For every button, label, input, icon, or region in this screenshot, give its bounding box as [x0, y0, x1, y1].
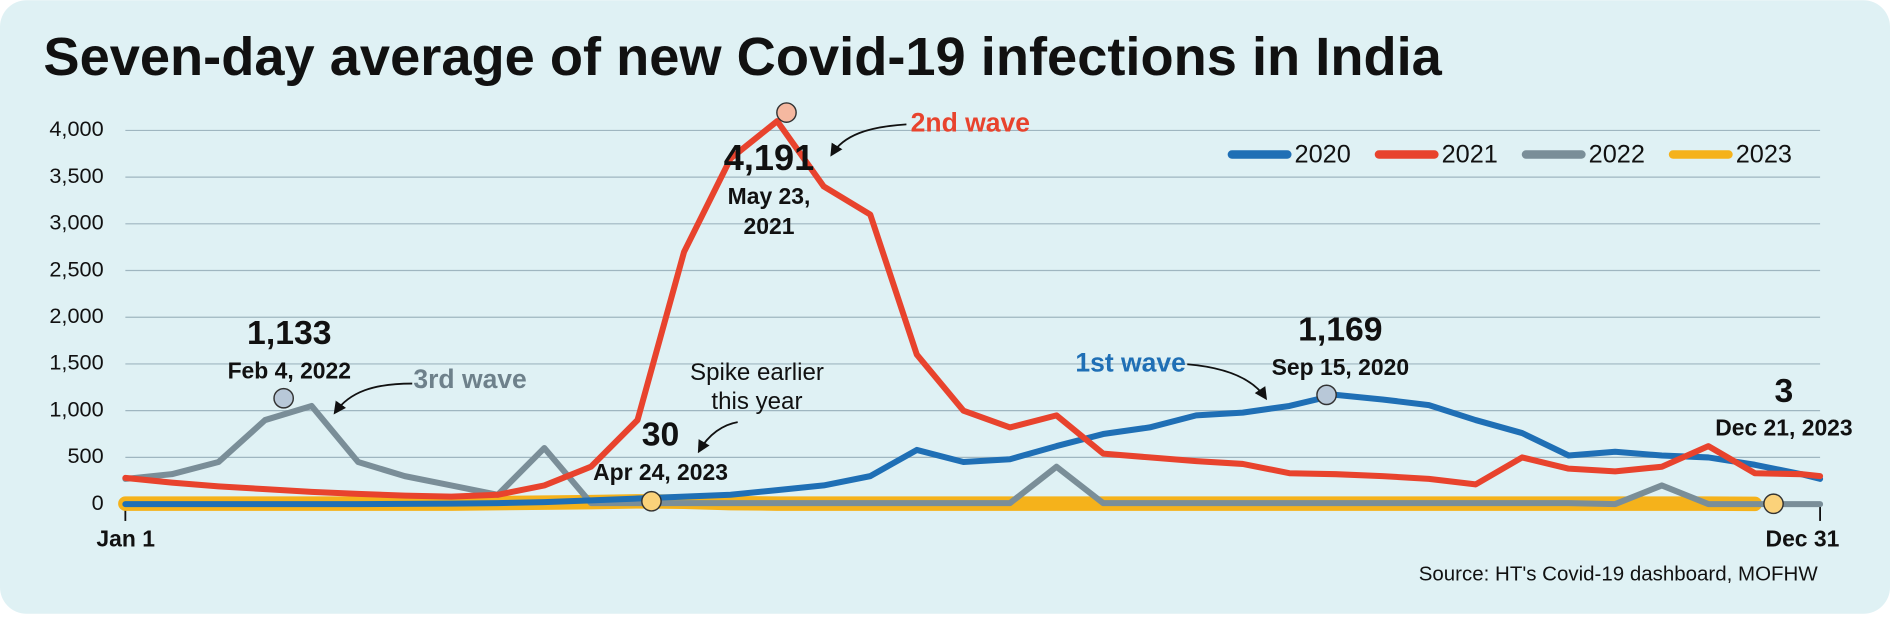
annotation-date: May 23, 2021	[728, 183, 811, 239]
annotation-value: 3	[1775, 372, 1794, 410]
x-tick-label: Dec 31	[1766, 525, 1840, 551]
note-arrow	[830, 123, 907, 157]
note-line: Spike earlier	[690, 359, 824, 386]
annotation-marker	[1763, 493, 1784, 515]
series-line	[122, 391, 1824, 508]
y-tick-label: 0	[92, 490, 104, 515]
y-tick-label: 1,000	[49, 396, 103, 421]
note-arrow	[333, 382, 413, 415]
note: 3rd wave	[413, 364, 526, 394]
annotation-value: 4,191	[724, 137, 814, 178]
annotation-date-line: May 23,	[728, 183, 811, 209]
series-line	[122, 118, 1824, 500]
annotation-date: Feb 4, 2022	[228, 358, 351, 384]
annotation-value: 30	[642, 415, 680, 453]
y-tick-label: 2,500	[49, 256, 103, 281]
note: Spike earlier this year	[690, 359, 824, 415]
annotation-marker	[776, 102, 797, 123]
x-tick-label: Jan 1	[96, 525, 155, 551]
annotation-marker	[641, 490, 662, 512]
note: 2nd wave	[911, 107, 1030, 137]
note: 1st wave	[1075, 347, 1186, 377]
y-tick-label: 500	[67, 443, 103, 468]
annotation-value: 1,169	[1298, 311, 1382, 349]
annotation-date-line: 2021	[744, 213, 795, 239]
note-arrow	[697, 421, 738, 454]
y-tick-label: 3,500	[49, 163, 103, 188]
legend-label: 2023	[1736, 140, 1792, 168]
y-tick-label: 2,000	[49, 303, 103, 328]
annotation-value: 1,133	[247, 314, 331, 352]
note-arrow	[1187, 363, 1268, 401]
legend-label: 2020	[1295, 140, 1351, 168]
y-tick-label: 4,000	[49, 116, 103, 141]
legend-label: 2021	[1442, 140, 1498, 168]
annotation-marker	[1316, 384, 1337, 406]
chart-title: Seven-day average of new Covid-19 infect…	[43, 27, 1442, 87]
series-line	[122, 402, 1824, 508]
annotation-date: Dec 21, 2023	[1715, 414, 1852, 440]
y-tick-label: 1,500	[49, 350, 103, 375]
annotation-marker	[273, 387, 295, 409]
annotation-date: Sep 15, 2020	[1272, 354, 1409, 380]
annotation-date: Apr 24, 2023	[593, 459, 728, 485]
note-line: this year	[711, 388, 802, 415]
source: Source: HT's Covid-19 dashboard, MOFHW	[1419, 563, 1819, 586]
y-tick-label: 3,000	[49, 210, 103, 235]
legend-label: 2022	[1589, 140, 1645, 168]
